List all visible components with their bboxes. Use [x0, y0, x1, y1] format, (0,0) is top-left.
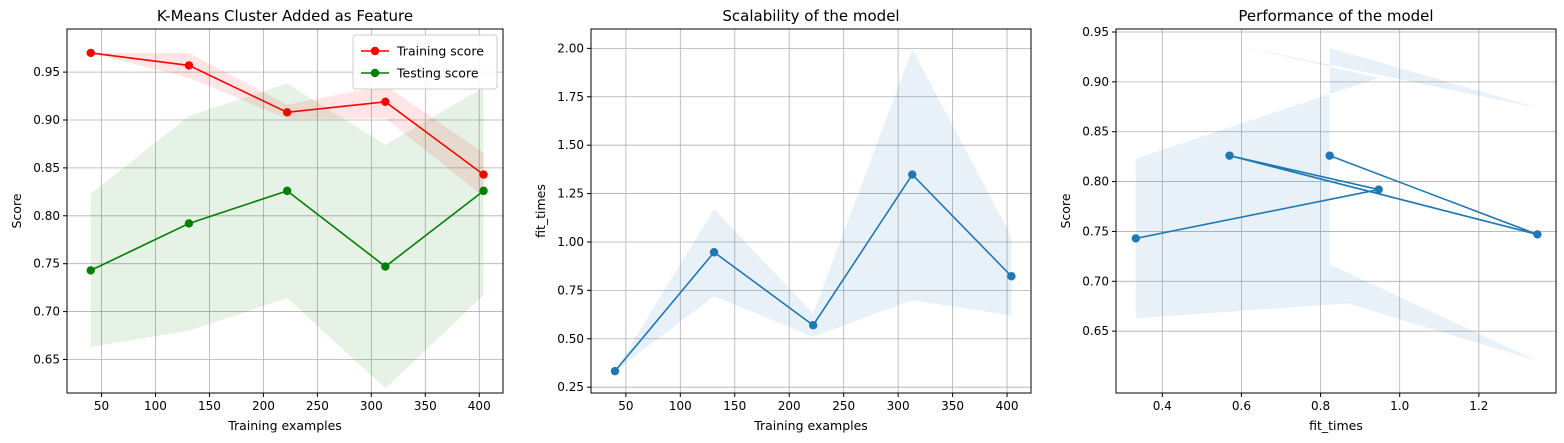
data-point	[86, 266, 95, 275]
x-axis-label: fit_times	[1309, 418, 1363, 433]
y-tick-label: 1.25	[557, 187, 584, 201]
x-tick-label: 400	[996, 399, 1019, 413]
y-tick-label: 0.90	[1082, 75, 1109, 89]
data-point	[479, 186, 488, 196]
data-point	[282, 108, 292, 117]
data-point	[1325, 151, 1334, 160]
chart-title: K-Means Cluster Added as Feature	[157, 7, 413, 25]
axes-frame	[590, 28, 1032, 394]
confidence-band	[1135, 43, 1538, 362]
y-tick-label: 0.50	[557, 332, 584, 346]
y-axis-label: Score	[1058, 193, 1073, 228]
axes-frame	[1115, 28, 1557, 394]
y-tick-label: 0.70	[1082, 274, 1109, 288]
x-tick-label: 50	[94, 399, 109, 413]
axes-frame	[66, 28, 504, 394]
x-tick-label: 350	[941, 399, 964, 413]
y-tick-label: 0.95	[33, 65, 60, 79]
data-point	[709, 248, 719, 257]
chart-panel-3: 0.4 0.6 0.8 1.0 1.2 0.65 0.70 0.75 0.80 0.85 0.90 0…	[1058, 7, 1557, 433]
x-axis-label: Training examples	[753, 418, 868, 433]
y-tick-label: 0.75	[557, 283, 584, 297]
x-tick-label: 250	[306, 399, 329, 413]
chart-title: Performance of the model	[1238, 7, 1433, 25]
y-tick-label: 0.80	[1082, 175, 1109, 189]
x-tick-label: 250	[832, 399, 855, 413]
data-point	[1225, 151, 1234, 160]
y-tick-label: 0.80	[33, 209, 60, 223]
x-tick-label: 200	[778, 399, 801, 413]
data-point	[1131, 234, 1140, 243]
data-point	[1374, 185, 1383, 194]
y-tick-label: 1.00	[557, 235, 584, 249]
legend-label: Training score	[396, 44, 484, 59]
confidence-band	[90, 83, 484, 389]
y-axis-label: Score	[9, 193, 24, 228]
y-tick-label: 0.85	[33, 161, 60, 175]
data-point	[184, 61, 194, 70]
y-tick-label: 0.85	[1082, 125, 1109, 139]
chart-panel-2: 50 100 150 200 250 300 350 400 0.25 0.50 0.75 1.00 1…	[533, 7, 1032, 433]
chart-panel-1: 50 100 150 200 250 300 350 400 0.65 0.70 0.75 0.80 0…	[9, 7, 504, 433]
data-point	[1533, 230, 1542, 239]
x-axis-label: Training examples	[227, 418, 342, 433]
data-point	[908, 170, 917, 179]
y-tick-label: 0.95	[1082, 25, 1109, 39]
y-tick-label: 0.90	[33, 113, 60, 127]
y-axis-label: fit_times	[533, 184, 548, 238]
legend-box	[352, 34, 498, 90]
confidence-band	[614, 49, 1012, 372]
y-tick-label: 2.00	[557, 41, 584, 55]
x-tick-label: 1.0	[1390, 399, 1409, 413]
x-tick-label: 0.8	[1311, 399, 1330, 413]
y-tick-label: 0.70	[33, 305, 60, 319]
data-point	[86, 48, 95, 58]
x-tick-label: 300	[887, 399, 910, 413]
x-tick-label: 0.4	[1153, 399, 1172, 413]
data-point	[282, 186, 292, 196]
x-tick-label: 100	[669, 399, 692, 413]
x-tick-label: 150	[723, 399, 746, 413]
x-tick-label: 0.6	[1232, 399, 1251, 413]
data-point	[381, 262, 390, 271]
legend-swatch-marker	[370, 46, 380, 56]
legend: Training score Testing score	[352, 34, 498, 90]
y-tick-label: 1.50	[557, 138, 584, 152]
data-point	[1007, 272, 1016, 281]
x-tick-label: 150	[198, 399, 221, 413]
y-tick-label: 0.75	[33, 257, 60, 271]
data-point	[610, 366, 620, 376]
x-tick-label: 200	[252, 399, 275, 413]
legend-label: Testing score	[396, 66, 479, 81]
y-tick-label: 0.75	[1082, 224, 1109, 238]
legend-swatch-marker	[370, 68, 380, 78]
data-point	[184, 219, 194, 228]
data-point	[381, 97, 390, 107]
y-tick-label: 0.25	[557, 380, 584, 394]
y-tick-label: 0.65	[33, 352, 60, 366]
x-tick-label: 100	[144, 399, 167, 413]
data-point	[808, 321, 818, 330]
y-tick-label: 1.75	[557, 90, 584, 104]
x-tick-label: 350	[414, 399, 437, 413]
x-tick-label: 400	[468, 399, 491, 413]
chart-title: Scalability of the model	[722, 7, 899, 25]
x-tick-label: 300	[360, 399, 383, 413]
x-tick-label: 50	[618, 399, 633, 413]
x-tick-label: 1.2	[1469, 399, 1488, 413]
y-tick-label: 0.65	[1082, 324, 1109, 338]
data-point	[479, 170, 488, 179]
